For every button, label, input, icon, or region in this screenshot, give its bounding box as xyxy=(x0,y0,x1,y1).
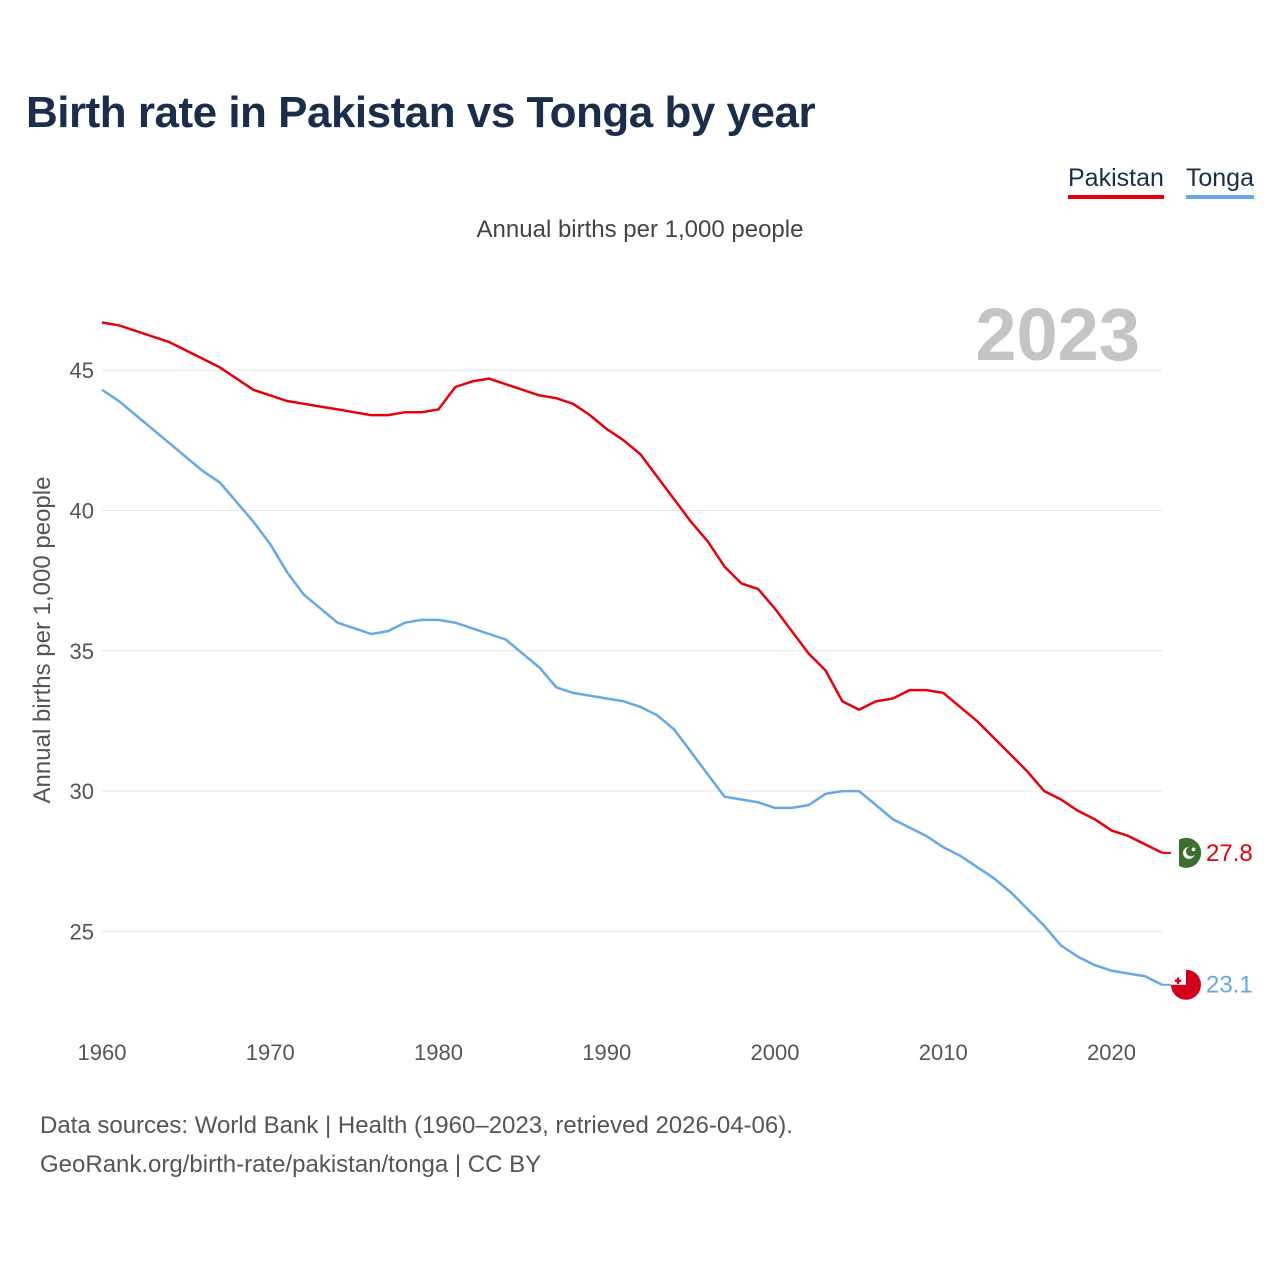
y-tick-45: 45 xyxy=(70,358,94,383)
series-line-pakistan xyxy=(101,321,1163,854)
y-tick-25: 25 xyxy=(70,919,94,944)
y-axis-ticks: 25 30 35 40 45 xyxy=(70,358,94,944)
data-source-text: Data sources: World Bank | Health (1960–… xyxy=(40,1112,793,1139)
end-label-pakistan: 27.8 xyxy=(1206,840,1253,867)
chart-subtitle: Annual births per 1,000 people xyxy=(476,216,804,243)
chart-title: Birth rate in Pakistan vs Tonga by year xyxy=(26,88,816,137)
x-tick-1990: 1990 xyxy=(582,1040,631,1065)
y-tick-40: 40 xyxy=(70,498,94,523)
legend-item-tonga[interactable]: Tonga xyxy=(1185,164,1254,199)
legend: Pakistan Tonga xyxy=(1067,164,1254,199)
x-tick-1960: 1960 xyxy=(78,1040,127,1065)
x-tick-1980: 1980 xyxy=(414,1040,463,1065)
x-tick-1970: 1970 xyxy=(246,1040,295,1065)
end-label-tonga: 23.1 xyxy=(1206,972,1253,999)
y-axis-label: Annual births per 1,000 people xyxy=(29,477,56,804)
legend-item-pakistan[interactable]: Pakistan xyxy=(1067,164,1164,199)
x-tick-2010: 2010 xyxy=(919,1040,968,1065)
x-tick-2020: 2020 xyxy=(1087,1040,1136,1065)
year-watermark: 2023 xyxy=(975,293,1140,376)
source-url-text[interactable]: GeoRank.org/birth-rate/pakistan/tonga | … xyxy=(40,1151,542,1178)
flag-pakistan-icon xyxy=(1171,837,1202,868)
gridlines xyxy=(102,369,1162,932)
series-lines xyxy=(101,321,1163,986)
series-line-tonga xyxy=(101,388,1163,986)
flag-tonga-icon xyxy=(1171,969,1201,1000)
x-tick-2000: 2000 xyxy=(751,1040,800,1065)
y-tick-35: 35 xyxy=(70,639,94,664)
y-tick-30: 30 xyxy=(70,779,94,804)
x-axis-ticks: 1960 1970 1980 1990 2000 2010 2020 xyxy=(78,1040,1136,1065)
footer: Data sources: World Bank | Health (1960–… xyxy=(40,1106,793,1184)
end-markers: 27.8 23.1 xyxy=(1162,837,1253,1000)
